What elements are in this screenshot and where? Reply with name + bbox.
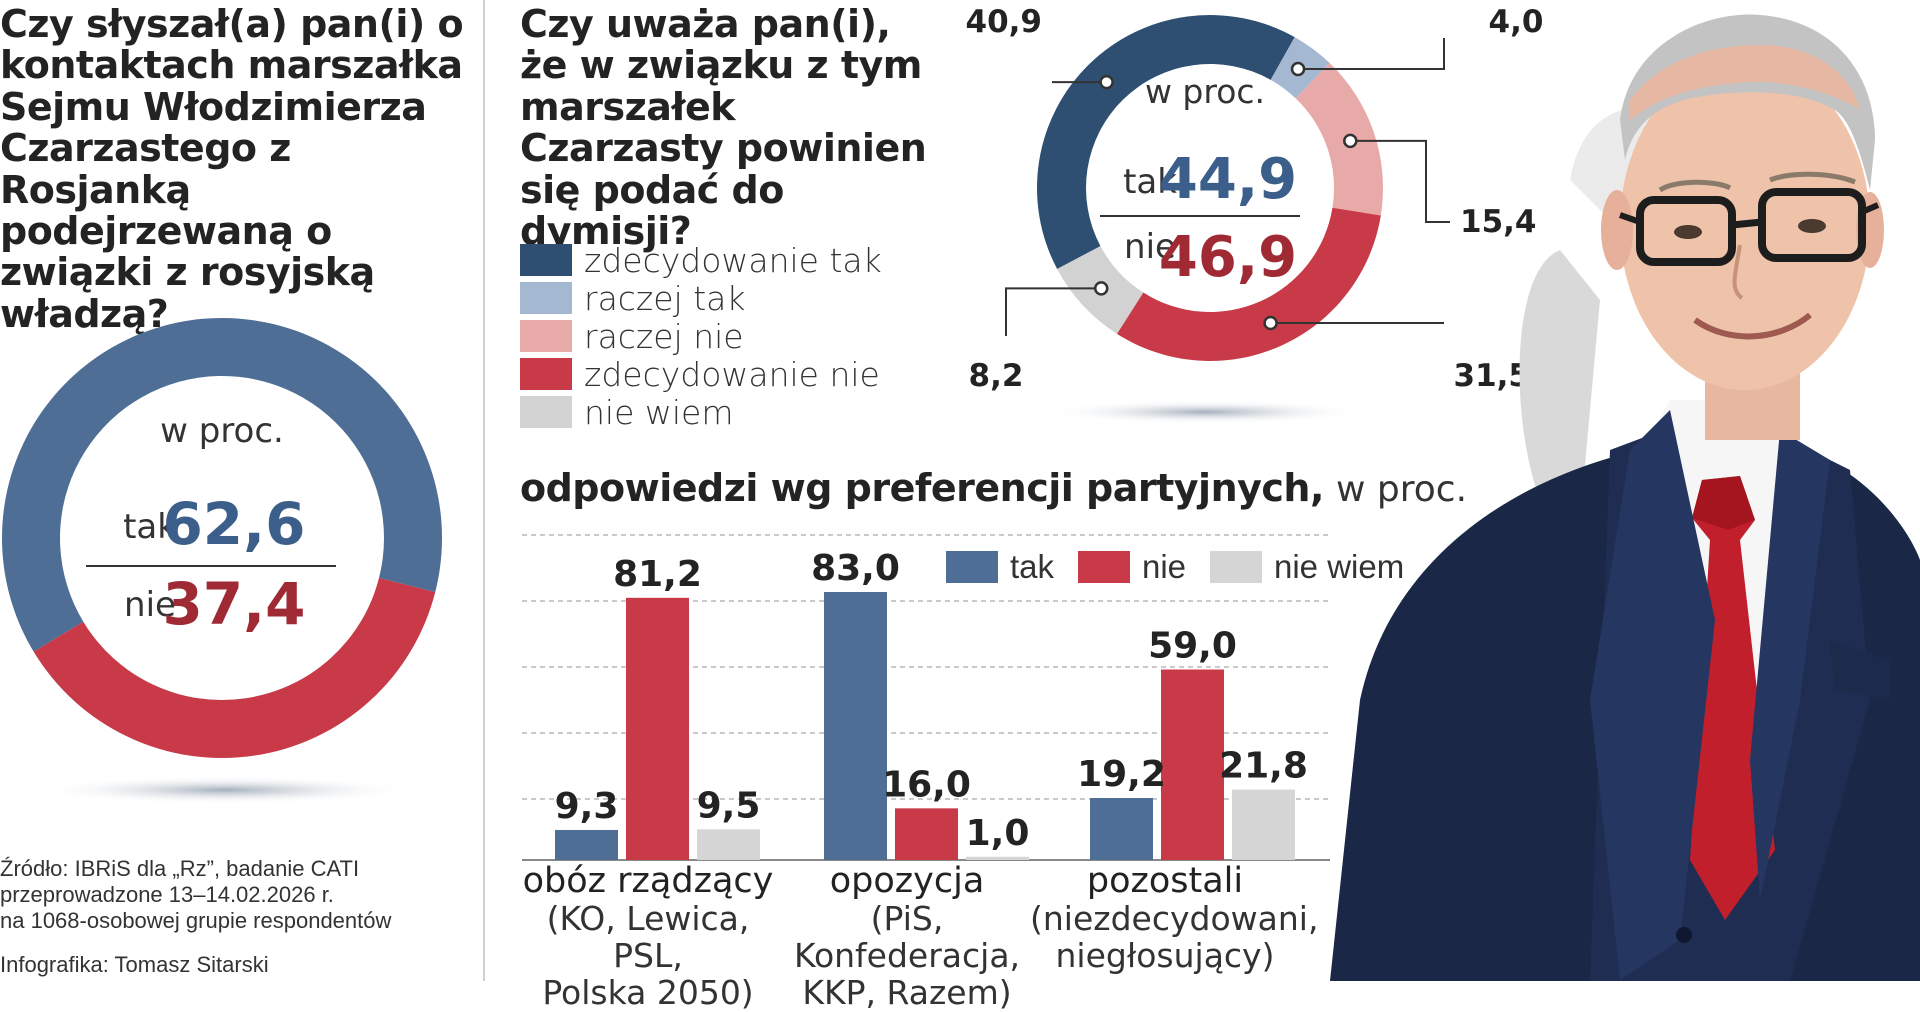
bar-value-label: 83,0	[811, 548, 900, 589]
bar-legend-swatch	[1210, 551, 1262, 583]
donut-chart-1: w proc. tak 62,6 nie 37,4	[1, 317, 442, 804]
politician-portrait	[1330, 14, 1920, 981]
slice-value-label: 8,2	[969, 358, 1024, 394]
source-line-2: przeprowadzone 13–14.02.2026 r.	[0, 881, 334, 907]
bar	[697, 829, 760, 860]
bar-legend-swatch	[1078, 551, 1130, 583]
donut-1-nie-value: 37,4	[162, 570, 305, 638]
bar	[626, 597, 689, 860]
donut-chart-2: 40,9 4,015,431,58,2 w proc. tak 44,9 nie …	[966, 4, 1544, 424]
legend-label: nie wiem	[584, 392, 734, 432]
donut-1-tak-value: 62,6	[162, 490, 305, 558]
callout-dot	[1343, 133, 1358, 149]
legend-item: raczej nie	[520, 317, 744, 356]
donut-slice	[1, 317, 442, 652]
bar-value-label: 59,0	[1148, 625, 1237, 666]
bar-section-title: odpowiedzi wg preferencji partyjnych, w …	[520, 466, 1467, 510]
slice-value-label: 15,4	[1460, 204, 1537, 240]
question-2-title: Czy uważa pan(i), że w związku z tym mar…	[520, 2, 927, 254]
slice-value-label: 40,9	[966, 4, 1043, 40]
slice-value-label: 31,5	[1454, 358, 1531, 394]
legend-label: raczej tak	[584, 278, 746, 318]
bar-legend-label: tak	[1010, 548, 1055, 585]
source-line-1: Źródło: IBRiS dla „Rz”, badanie CATI	[0, 856, 360, 881]
donut-1-shadow	[35, 776, 415, 804]
infographic-credit: Infografika: Tomasz Sitarski	[0, 952, 269, 977]
category-subtitle: niegłosujący)	[1055, 936, 1275, 976]
callout-line	[1298, 38, 1445, 71]
legend-item: nie wiem	[520, 393, 733, 432]
bar-legend-item: nie wiem	[1210, 548, 1404, 586]
bar-legend-item: tak	[946, 548, 1054, 586]
legend-swatch	[520, 244, 572, 276]
callout-dot	[1263, 315, 1278, 331]
legend-swatch	[520, 358, 572, 390]
legend-swatch	[520, 320, 572, 352]
bar	[966, 856, 1029, 860]
legend-swatch	[520, 396, 572, 428]
callout-dot	[1093, 281, 1109, 296]
category-name: pozostali	[1086, 861, 1244, 901]
question-1-title: Czy słyszał(a) pan(i) o kontaktach marsz…	[0, 2, 464, 336]
bar	[895, 808, 958, 860]
callout-dot	[1290, 61, 1306, 77]
category-name: opozycja	[829, 861, 985, 901]
bar	[555, 829, 618, 860]
legend-item: zdecydowanie tak	[520, 241, 882, 280]
bar-legend-item: nie	[1078, 548, 1186, 586]
donut-slice	[33, 577, 436, 758]
donut-2-shadow	[1045, 400, 1365, 424]
category-name: obóz rządzący	[522, 861, 774, 901]
bar-legend-label: nie	[1142, 548, 1187, 585]
bar-category-label: obóz rządzący (KO, Lewica, PSL, Polska 205…	[513, 861, 783, 1012]
donut-2-nie-value: 46,9	[1159, 225, 1297, 290]
legend-item: raczej tak	[520, 279, 746, 318]
source-note: Źródło: IBRiS dla „Rz”, badanie CATI prz…	[0, 856, 470, 934]
legend-label: zdecydowanie nie	[584, 354, 880, 394]
bar-legend-swatch	[946, 551, 998, 583]
callout-dot	[1099, 74, 1114, 90]
legend-item: zdecydowanie nie	[520, 355, 880, 394]
slice-value-label: 4,0	[1489, 4, 1544, 40]
donut-1-unit-label: w proc.	[160, 411, 284, 451]
column-divider	[483, 0, 485, 981]
bar	[824, 592, 887, 860]
callout-line	[1350, 139, 1450, 223]
donut-slice	[1295, 62, 1383, 216]
bar-value-label: 81,2	[613, 554, 702, 595]
category-subtitle: (KO, Lewica, PSL,	[546, 899, 750, 976]
bar-value-label: 9,5	[697, 785, 761, 826]
donut-1-nie-label: nie	[124, 585, 176, 625]
donut-2-nie-label: nie	[1124, 227, 1176, 267]
bar-category-label: opozycja (PiS, Konfederacja, KKP, Razem)	[772, 861, 1042, 1012]
bar-value-label: 9,3	[555, 786, 619, 827]
bar-section-title-main: odpowiedzi wg preferencji partyjnych,	[520, 466, 1324, 510]
donut-2-tak-label: tak	[1123, 162, 1177, 202]
bar-legend-label: nie wiem	[1274, 548, 1405, 585]
bar-value-label: 21,8	[1219, 746, 1308, 787]
legend-label: zdecydowanie tak	[584, 240, 882, 280]
donut-2-unit-label: w proc.	[1145, 72, 1265, 111]
category-subtitle: (niezdecydowani,	[1030, 899, 1319, 939]
bar	[1090, 798, 1153, 860]
bar-value-label: 16,0	[882, 764, 971, 805]
source-line-3: na 1068-osobowej grupie respondentów	[0, 907, 392, 933]
grouped-bar-chart: 9,3 81,2 9,5 83,0 16,0 1,0 19,2 59,0 21,8	[522, 534, 1330, 861]
bar-category-label: pozostali (niezdecydowani, niegłosujący)	[1030, 861, 1319, 976]
bar	[1232, 789, 1295, 860]
bar-section-title-unit: w proc.	[1336, 469, 1468, 510]
legend-swatch	[520, 282, 572, 314]
donut-1-tak-label: tak	[123, 507, 177, 547]
category-subtitle: (PiS, Konfederacja,	[793, 899, 1021, 976]
callout-line	[1005, 287, 1102, 336]
donut-2-tak-value: 44,9	[1159, 147, 1297, 212]
bar-value-label: 19,2	[1077, 754, 1166, 795]
bar-value-label: 1,0	[966, 813, 1030, 854]
bar	[1161, 669, 1224, 860]
legend-label: raczej nie	[584, 316, 744, 356]
